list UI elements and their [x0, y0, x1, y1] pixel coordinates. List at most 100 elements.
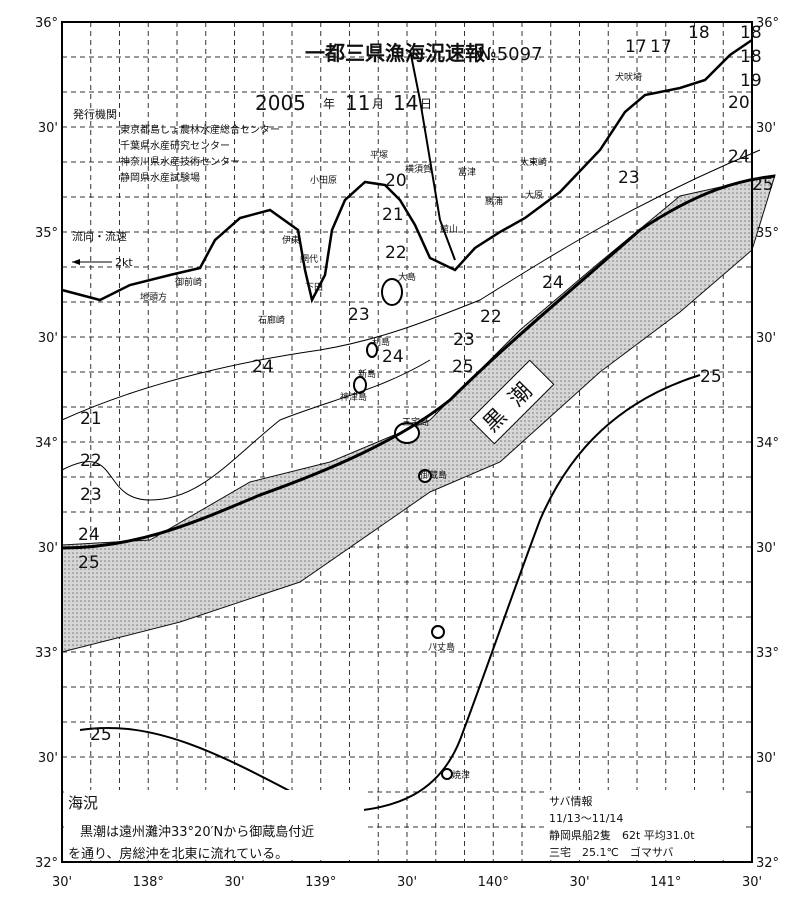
place-name: 横須賀 — [405, 163, 432, 175]
isotherm-label: 24 — [382, 347, 404, 367]
latitude-label: 36° — [35, 16, 58, 31]
isotherm-label: 18 — [740, 23, 762, 43]
isotherm-label: 25 — [90, 725, 112, 745]
isotherm-label: 25 — [452, 357, 474, 377]
place-name: 利島 — [372, 336, 390, 348]
place-name: 館山 — [440, 223, 458, 235]
isotherm-label: 22 — [480, 307, 502, 327]
latitude-label: 30' — [756, 541, 776, 556]
latitude-label: 35° — [756, 226, 779, 241]
coastline — [61, 38, 753, 304]
latitude-label: 34° — [756, 436, 779, 451]
date-unit: 月 — [372, 97, 384, 111]
latitude-label: 30' — [756, 751, 776, 766]
isotherm-label: 24 — [542, 273, 564, 293]
latitude-label: 36° — [756, 16, 779, 31]
latitude-label: 32° — [35, 856, 58, 871]
longitude-label: 30' — [224, 875, 244, 890]
isotherm-label: 18 — [688, 23, 710, 43]
mackerel-heading: サバ情報 — [549, 795, 593, 808]
issuers-heading: 発行機関 — [73, 107, 117, 121]
place-name: 三宅島 — [402, 416, 429, 428]
place-name: 勝浦 — [485, 195, 503, 207]
issuer-organization: 静岡県水産試験場 — [120, 171, 200, 184]
isotherm-label: 23 — [618, 168, 640, 188]
place-name: 地頭方 — [140, 291, 167, 303]
isotherm-label: 22 — [80, 451, 102, 471]
place-name: 御蔵島 — [420, 469, 447, 481]
isotherm-label: 23 — [453, 330, 475, 350]
isotherm-line — [61, 149, 761, 421]
date-unit: 日 — [420, 97, 432, 111]
latitude-label: 33° — [756, 646, 779, 661]
place-name: 富津 — [458, 166, 476, 178]
islands — [353, 278, 453, 780]
isotherm-label: 21 — [80, 409, 102, 429]
flow-legend-speed: 2kt — [115, 256, 133, 269]
isotherm-label: 22 — [385, 243, 407, 263]
isotherm-label: 23 — [80, 485, 102, 505]
latitude-label: 34° — [35, 436, 58, 451]
sea-conditions-text: を通り、房総沖を北東に流れている。 — [68, 846, 288, 862]
latitude-label: 30' — [38, 751, 58, 766]
issuer-organization: 神奈川県水産技術センター — [120, 155, 240, 168]
isotherm-label: 21 — [382, 205, 404, 225]
place-name: 小田原 — [310, 175, 337, 186]
place-name: 伊東 — [282, 234, 300, 246]
date-year: 2005 — [255, 91, 306, 115]
latitude-label: 30' — [38, 331, 58, 346]
issuer-organization: 千葉県水産研究センター — [120, 139, 230, 152]
isotherm-25 — [79, 374, 701, 814]
longitude-label: 139° — [305, 875, 336, 890]
place-name: 太東崎 — [520, 156, 547, 168]
date-day: 14 — [393, 91, 418, 115]
kuroshio-band — [61, 174, 776, 653]
place-name: 新島 — [358, 368, 376, 380]
issuer-organization: 東京都島しょ農林水産総合センター — [120, 123, 280, 136]
longitude-label: 30' — [742, 875, 762, 890]
report-number: №5097 — [478, 44, 543, 65]
place-name: 下田 — [305, 282, 323, 293]
longitude-label: 141° — [650, 875, 681, 890]
longitude-label: 140° — [478, 875, 509, 890]
isotherm-label: 25 — [700, 367, 722, 387]
place-name: 神津島 — [340, 391, 367, 403]
isotherm-label: 24 — [78, 525, 100, 545]
place-name: 焼津 — [452, 770, 470, 781]
longitude-label: 30' — [397, 875, 417, 890]
latitude-label: 30' — [38, 541, 58, 556]
sea-conditions-box — [64, 790, 364, 860]
isotherm-label: 17 — [650, 37, 672, 57]
place-name: 網代 — [300, 253, 318, 265]
flow-legend-label: 流向・流速 — [72, 229, 127, 243]
latitude-label: 30' — [756, 331, 776, 346]
sea-conditions-heading: 海況 — [68, 794, 98, 812]
isotherm-label: 20 — [728, 93, 750, 113]
place-name: 石廊崎 — [258, 314, 285, 326]
isotherm-line — [61, 359, 431, 501]
date: 2005 年 11 月 14 日 — [255, 91, 432, 115]
latitude-label: 30' — [38, 121, 58, 136]
place-name: 御前崎 — [175, 276, 202, 288]
place-name: 大原 — [525, 189, 543, 201]
latitude-label: 30' — [756, 121, 776, 136]
isotherm-label: 20 — [385, 171, 407, 191]
isotherm-label: 25 — [78, 553, 100, 573]
isotherm-label: 23 — [348, 305, 370, 325]
isotherm-label: 25 — [752, 175, 774, 195]
isotherm-label: 18 — [740, 47, 762, 67]
isotherm-label: 24 — [728, 147, 750, 167]
kuroshio-axis — [61, 174, 776, 550]
map-frame — [61, 21, 753, 863]
place-name: 大島 — [398, 271, 416, 283]
mackerel-line: 静岡県船2隻 62t 平均31.0t — [549, 828, 695, 842]
longitude-label: 138° — [133, 875, 164, 890]
date-unit: 年 — [323, 97, 335, 111]
place-name: 八丈島 — [428, 641, 455, 653]
flow-legend-arrowhead — [72, 259, 80, 265]
isotherm-label: 24 — [252, 357, 274, 377]
isotherm-label: 19 — [740, 71, 762, 91]
place-name: 平塚 — [370, 150, 388, 161]
coastline-bay — [409, 49, 456, 261]
